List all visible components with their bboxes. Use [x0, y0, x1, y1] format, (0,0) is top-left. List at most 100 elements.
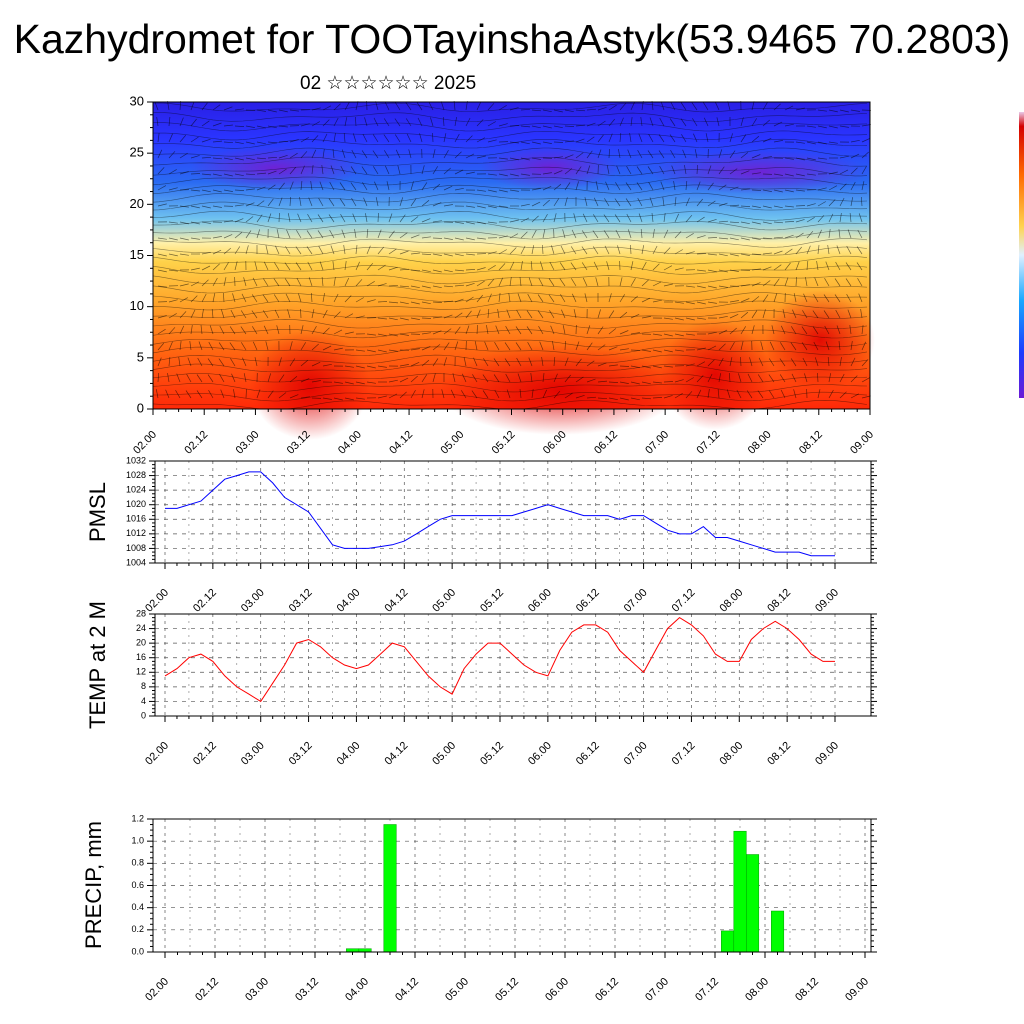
- wind-barb: [410, 348, 420, 351]
- wind-barb: [333, 347, 343, 351]
- wind-barb: [548, 294, 555, 303]
- wind-barb: [630, 397, 640, 401]
- wind-barb: [333, 103, 341, 111]
- precip-x-tick-label: 03.12: [293, 976, 321, 1004]
- wind-barb: [858, 293, 863, 303]
- wind-barb: [474, 341, 478, 351]
- wind-barb: [805, 277, 808, 287]
- wind-barb: [509, 189, 519, 192]
- wind-barb: [372, 150, 379, 159]
- wind-barb: [718, 253, 728, 257]
- wind-barb: [388, 349, 398, 352]
- wind-barb: [740, 221, 750, 225]
- wind-barb: [674, 379, 684, 383]
- wind-barb: [168, 269, 178, 272]
- wind-barb: [454, 253, 464, 257]
- wind-barb: [784, 205, 794, 208]
- wind-barb: [410, 181, 414, 191]
- wind-barb: [317, 214, 324, 223]
- wind-barb: [157, 185, 167, 191]
- wind-barb: [443, 357, 447, 367]
- wind-barb: [482, 390, 489, 399]
- wind-barb: [377, 301, 388, 303]
- heatmap-x-tick-label: 03.00: [234, 429, 262, 457]
- wind-barb: [443, 300, 454, 303]
- wind-barb: [443, 253, 453, 257]
- wind-barb: [608, 364, 618, 367]
- precip-x-tick-label: 08.12: [793, 976, 821, 1004]
- wind-barb: [673, 181, 676, 191]
- wind-barb: [201, 189, 211, 193]
- wind-barb: [498, 293, 501, 303]
- wind-barb: [333, 293, 339, 303]
- wind-barb: [267, 198, 274, 207]
- wind-barb: [498, 235, 508, 239]
- wind-barb: [751, 282, 761, 287]
- wind-barb: [476, 280, 485, 287]
- pmsl-x-tick-label: 09.00: [813, 587, 841, 615]
- wind-barb: [452, 373, 456, 383]
- wind-barb: [835, 309, 841, 319]
- wind-barb: [265, 245, 269, 255]
- wind-barb: [817, 201, 826, 207]
- wind-barb: [597, 149, 602, 159]
- wind-barb: [849, 325, 852, 335]
- pmsl-axes: 1004 1008 1012 1016 1020 1024 1028 1032 02.00 02.…: [126, 455, 877, 615]
- wind-barb: [322, 105, 332, 111]
- wind-barb: [399, 301, 409, 305]
- wind-barb: [289, 376, 298, 383]
- wind-barb: [319, 181, 324, 191]
- wind-barb: [751, 325, 755, 335]
- wind-barb: [614, 214, 621, 223]
- wind-barb: [718, 149, 723, 159]
- wind-barb: [190, 155, 200, 159]
- wind-barb: [432, 220, 442, 223]
- wind-barb: [575, 138, 585, 143]
- wind-barb: [278, 212, 280, 223]
- wind-barb: [243, 277, 247, 287]
- wind-barb: [738, 373, 742, 383]
- wind-barb: [768, 358, 775, 367]
- wind-barb: [486, 325, 489, 335]
- wind-barb: [641, 279, 649, 287]
- wind-barb: [740, 152, 749, 159]
- wind-barb: [608, 310, 615, 319]
- wind-barb: [685, 180, 688, 191]
- wind-barb: [319, 261, 324, 271]
- wind-barb: [553, 156, 563, 159]
- heatmap-warm-core: [440, 345, 680, 435]
- wind-barb: [641, 349, 651, 352]
- wind-barb: [267, 109, 277, 113]
- wind-barb: [157, 372, 160, 383]
- wind-barb: [861, 395, 871, 399]
- wind-barb: [190, 281, 200, 287]
- wind-barb: [256, 157, 267, 160]
- temp-y-tick-label: 24: [136, 623, 146, 633]
- wind-barb: [254, 357, 258, 367]
- wind-barb: [740, 284, 750, 287]
- wind-barb: [289, 341, 293, 351]
- wind-barb: [795, 189, 805, 192]
- wind-barb: [190, 189, 200, 192]
- wind-barb: [828, 373, 832, 383]
- wind-barb: [861, 325, 864, 335]
- wind-barb: [179, 311, 187, 319]
- wind-barb: [575, 394, 585, 399]
- wind-barb: [506, 309, 511, 319]
- wind-barb: [487, 308, 490, 319]
- wind-barb: [201, 251, 211, 255]
- wind-barb: [564, 340, 566, 351]
- wind-barb: [740, 298, 750, 303]
- wind-barb: [773, 250, 783, 255]
- wind-barb: [278, 125, 288, 128]
- wind-barb: [669, 134, 676, 143]
- wind-barb: [461, 390, 467, 399]
- wind-barb: [625, 198, 632, 207]
- wind-barb: [718, 343, 726, 351]
- wind-barb: [680, 102, 687, 111]
- wind-barb: [463, 357, 467, 367]
- pmsl-x-tick-label: 03.12: [287, 587, 315, 615]
- colorbar: [1019, 112, 1024, 398]
- wind-barb: [311, 309, 315, 319]
